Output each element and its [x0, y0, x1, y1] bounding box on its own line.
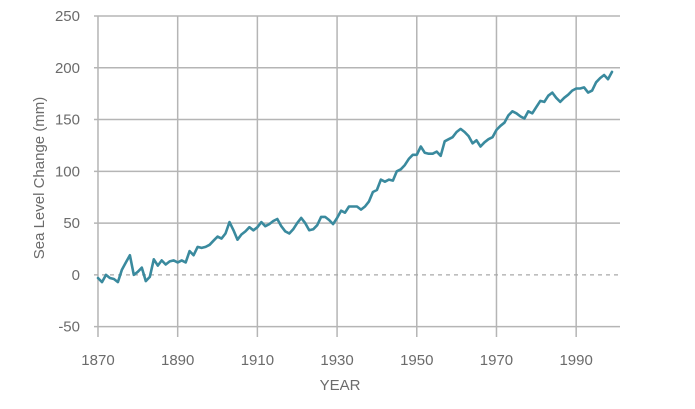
y-tick-label: 150 [55, 112, 80, 129]
y-tick-label: 200 [55, 60, 80, 77]
x-axis-ticks: 1870 1890 1910 1930 1950 1970 1990 [81, 352, 593, 369]
y-tick-label: -50 [58, 319, 80, 336]
series-layer [96, 70, 614, 284]
x-tick-label: 1870 [81, 352, 114, 369]
x-tick-label: 1910 [241, 352, 274, 369]
y-tick-label: 250 [55, 8, 80, 25]
y-tick-label: 0 [72, 267, 80, 284]
y-tick-label: 50 [63, 215, 80, 232]
x-axis-label: YEAR [320, 377, 361, 394]
y-axis-ticks: -50 0 50 100 150 200 250 [55, 8, 80, 336]
y-axis-label: Sea Level Change (mm) [31, 97, 48, 260]
x-tick-label: 1890 [161, 352, 194, 369]
x-tick-label: 1990 [559, 352, 592, 369]
grid [94, 15, 620, 337]
y-tick-label: 100 [55, 163, 80, 180]
x-tick-label: 1970 [480, 352, 513, 369]
sea-level-series-line [96, 70, 614, 284]
x-tick-label: 1930 [320, 352, 353, 369]
x-tick-label: 1950 [400, 352, 433, 369]
